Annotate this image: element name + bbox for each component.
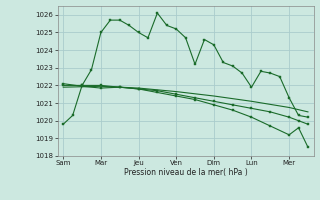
X-axis label: Pression niveau de la mer( hPa ): Pression niveau de la mer( hPa ): [124, 168, 247, 177]
